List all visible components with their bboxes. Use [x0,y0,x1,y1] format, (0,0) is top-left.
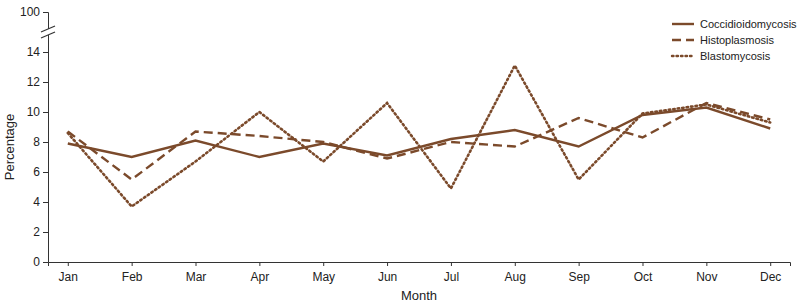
x-tick: Oct [634,262,653,284]
legend-label: Coccidioidomycosis [700,18,797,30]
x-tick: Jan [59,262,78,284]
y-tick-label: 12 [27,75,41,89]
x-tick: Apr [251,262,270,284]
y-tick-label: 0 [33,255,40,269]
x-tick-mark [323,262,324,266]
y-tick-label: 100 [20,5,40,19]
y-tick-mark [43,172,48,173]
x-tick: Jun [378,262,397,284]
y-tick-mark [43,52,48,53]
x-axis-title: Month [401,288,437,303]
x-tick: Mar [186,262,207,284]
x-tick-label: Aug [505,270,526,284]
series-line [68,66,770,207]
x-tick-label: Mar [186,270,207,284]
y-axis-line [43,13,49,263]
legend-swatch [672,39,694,41]
y-tick-mark [43,142,48,143]
x-tick: Aug [505,262,526,284]
x-tick: Nov [696,262,717,284]
y-tick: 12 [27,75,48,89]
x-tick-label: Dec [760,270,781,284]
x-tick-label: Apr [251,270,270,284]
chart: 0 2 4 6 8 10 12 14 100 Jan Feb Mar Apr May Jun Jul Aug Se… [0,0,800,307]
y-axis-title: Percentage [2,114,17,181]
y-tick-mark [43,112,48,113]
y-tick-label: 4 [33,195,40,209]
x-axis: Jan Feb Mar Apr May Jun Jul Aug Sep Oct Nov Dec [49,262,791,284]
x-tick-label: May [312,270,335,284]
y-tick: 0 [33,255,48,269]
y-tick-mark [43,202,48,203]
y-tick: 4 [33,195,48,209]
y-tick-label: 10 [27,105,41,119]
x-tick-mark [642,262,643,266]
x-tick: Feb [122,262,143,284]
x-tick: May [312,262,335,284]
x-tick-mark [259,262,260,266]
y-tick: 10 [27,105,48,119]
y-tick-mark [43,232,48,233]
x-axis-line [49,263,791,267]
y-tick-label: 8 [33,135,40,149]
y-tick: 14 [27,45,48,59]
legend-label: Blastomycosis [700,50,771,62]
x-tick-mark [706,262,707,266]
legend: Coccidioidomycosis Histoplasmosis Blastomy… [672,18,797,62]
plot-area [68,66,770,207]
y-tick: 6 [33,165,48,179]
y-tick-label: 14 [27,45,41,59]
y-tick-mark [43,82,48,83]
x-tick-label: Sep [568,270,590,284]
x-tick-mark [68,262,69,266]
legend-label: Histoplasmosis [700,34,774,46]
y-tick: 100 [20,5,48,19]
y-axis: 0 2 4 6 8 10 12 14 100 [20,5,49,269]
x-tick: Jul [444,262,459,284]
x-tick: Dec [760,262,781,284]
x-tick-label: Feb [122,270,143,284]
axis-break-slash [41,26,55,32]
x-tick-label: Jul [444,270,459,284]
x-tick-label: Jun [378,270,397,284]
series-line [68,103,770,180]
x-tick-label: Nov [696,270,717,284]
x-tick-label: Oct [634,270,653,284]
y-tick-mark [43,12,48,13]
axis-break-slash [41,32,55,38]
y-tick: 2 [33,225,48,239]
y-tick-label: 2 [33,225,40,239]
x-tick-mark [579,262,580,266]
y-tick: 8 [33,135,48,149]
legend-swatch [672,55,694,57]
x-tick-mark [770,262,771,266]
legend-swatch [672,23,694,25]
x-tick-mark [451,262,452,266]
x-tick-mark [387,262,388,266]
x-tick-label: Jan [59,270,78,284]
x-tick-mark [515,262,516,266]
y-tick-label: 6 [33,165,40,179]
x-tick-mark [196,262,197,266]
x-tick-mark [132,262,133,266]
axis-break [40,26,56,38]
y-tick-mark [43,262,48,263]
x-tick: Sep [568,262,590,284]
